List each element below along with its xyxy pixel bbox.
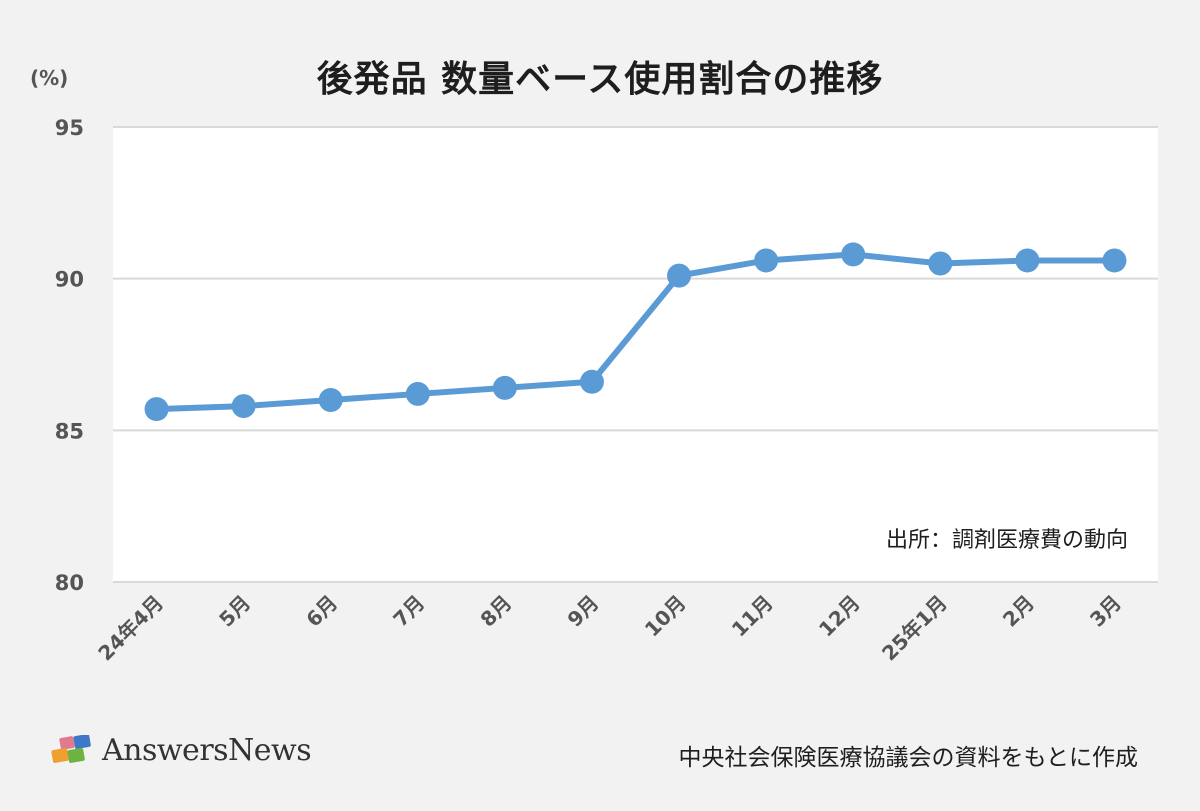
puzzle-logo-icon [51, 734, 91, 763]
gridlines [113, 126, 1158, 583]
y-tick-label: 85 [55, 419, 84, 443]
series-line [153, 251, 1118, 413]
data-point-marker [144, 397, 169, 422]
x-tick-label: 6月 [301, 591, 342, 632]
data-point-marker [841, 242, 866, 267]
data-point-marker [667, 263, 692, 288]
x-tick-label: 7月 [388, 591, 429, 632]
x-tick-label: 25年1月 [877, 591, 952, 666]
x-tick-label: 3月 [1085, 591, 1126, 632]
y-tick-label: 80 [55, 571, 84, 595]
footer-credit: 中央社会保険医療協議会の資料をもとに作成 [678, 745, 1138, 771]
chart-title: 後発品 数量ベース使用割合の推移 [316, 59, 884, 100]
x-tick-label: 10月 [640, 591, 691, 642]
data-point-marker [928, 251, 953, 276]
data-point-marker [754, 248, 779, 273]
x-tick-label: 2月 [998, 591, 1039, 632]
data-markers [144, 242, 1127, 422]
data-point-marker [492, 375, 517, 400]
data-point-marker [405, 381, 430, 406]
y-tick-label: 95 [55, 116, 84, 140]
logo-text: AnswersNews [102, 733, 312, 768]
answersnews-logo: AnswersNews [50, 733, 312, 768]
data-point-marker [1015, 248, 1040, 273]
x-tick-label: 5月 [214, 591, 255, 632]
data-point-marker [231, 394, 256, 419]
y-tick-label: 90 [55, 268, 84, 292]
y-axis-ticks: 80 85 90 95 [55, 116, 84, 595]
x-tick-label: 9月 [563, 591, 604, 632]
x-tick-label: 24年4月 [93, 591, 168, 666]
data-point-marker [318, 388, 343, 412]
source-note: 出所：調剤医療費の動向 [885, 528, 1128, 553]
data-point-marker [579, 369, 604, 394]
x-axis-ticks: 24年4月 5月 6月 7月 8月 9月 10月 11月 12月 25年1月 2月 3月 [93, 591, 1126, 666]
x-tick-label: 12月 [814, 591, 865, 642]
x-tick-label: 11月 [727, 591, 778, 642]
x-tick-label: 8月 [475, 591, 516, 632]
plot-area [113, 127, 1158, 582]
y-axis-unit-label: (%) [30, 66, 69, 90]
data-point-marker [1102, 248, 1127, 273]
